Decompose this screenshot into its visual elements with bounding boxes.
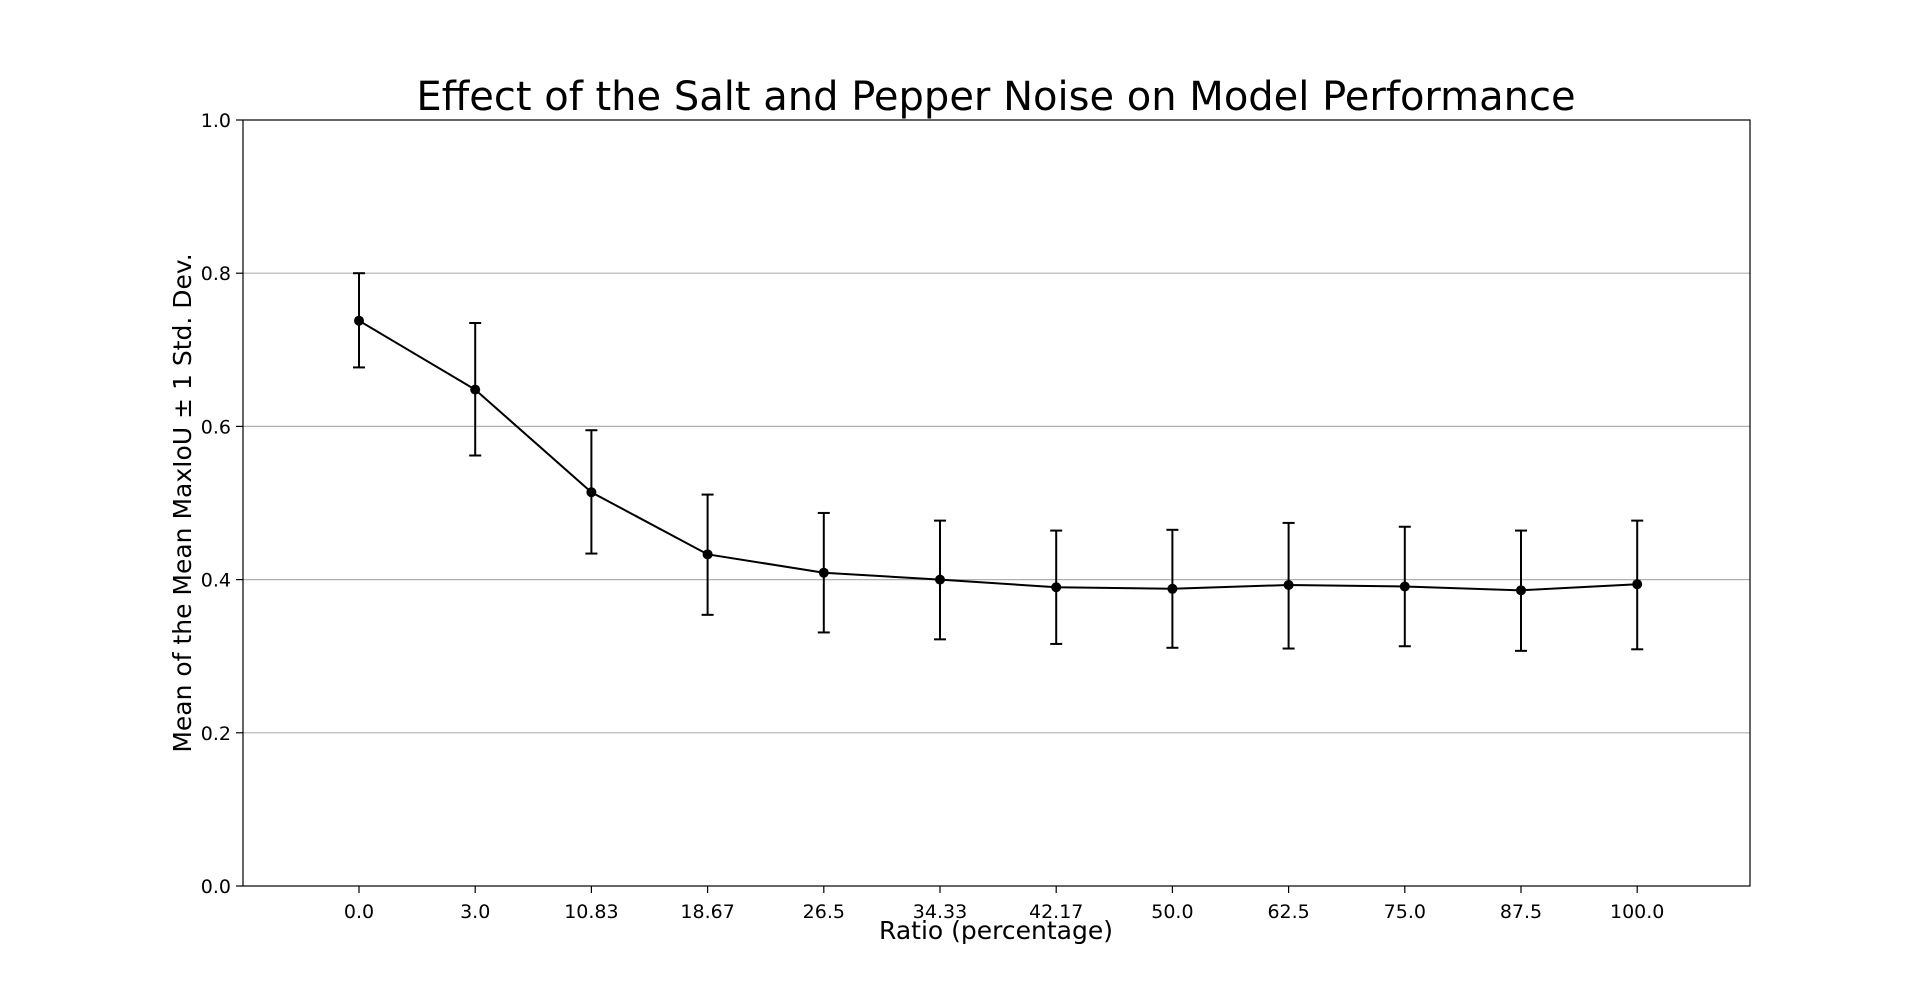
y-tick-label: 1.0 xyxy=(201,110,231,132)
data-point xyxy=(1399,581,1410,592)
chart-title: Effect of the Salt and Pepper Noise on M… xyxy=(416,74,1575,120)
y-tick-label: 0.0 xyxy=(201,876,231,898)
data-point xyxy=(818,567,829,578)
data-point xyxy=(1051,582,1062,593)
gridlines xyxy=(243,272,1750,734)
data-point xyxy=(470,384,481,395)
x-tick-label: 62.5 xyxy=(1267,901,1309,923)
series-group xyxy=(353,272,1644,652)
x-tick-label: 18.67 xyxy=(680,901,734,923)
y-tick-label: 0.2 xyxy=(201,723,231,745)
y-axis-title: Mean of the Mean MaxIoU ± 1 Std. Dev. xyxy=(168,253,197,752)
x-tick-label: 87.5 xyxy=(1500,901,1542,923)
y-tick-label: 0.6 xyxy=(201,416,231,438)
x-tick-label: 34.33 xyxy=(913,901,967,923)
data-point xyxy=(935,574,945,585)
x-tick-label: 75.0 xyxy=(1384,901,1426,923)
x-tick-label: 0.0 xyxy=(344,901,374,923)
data-point xyxy=(586,487,597,498)
data-point xyxy=(354,315,364,326)
y-tick-label: 0.8 xyxy=(201,263,231,285)
series-line xyxy=(358,319,1638,592)
data-point xyxy=(1516,585,1526,596)
x-tick-label: 42.17 xyxy=(1029,901,1083,923)
x-tick-label: 3.0 xyxy=(460,901,490,923)
x-tick-label: 50.0 xyxy=(1151,901,1193,923)
data-point xyxy=(1167,583,1178,594)
data-point xyxy=(1632,579,1643,590)
x-tick-label: 10.83 xyxy=(564,901,618,923)
data-point xyxy=(1283,579,1294,590)
plot-frame xyxy=(242,119,1751,887)
x-tick-label: 26.5 xyxy=(803,901,845,923)
y-axis: 0.0 0.2 0.4 0.6 0.8 1.0 xyxy=(201,110,243,898)
y-tick-label: 0.4 xyxy=(201,570,231,592)
x-axis-title: Ratio (percentage) xyxy=(879,916,1113,945)
x-axis: 0.0 3.0 10.83 18.67 26.5 34.33 42.17 50.0 62.5 75… xyxy=(344,886,1664,923)
x-tick-label: 100.0 xyxy=(1610,901,1664,923)
data-point xyxy=(702,549,713,560)
